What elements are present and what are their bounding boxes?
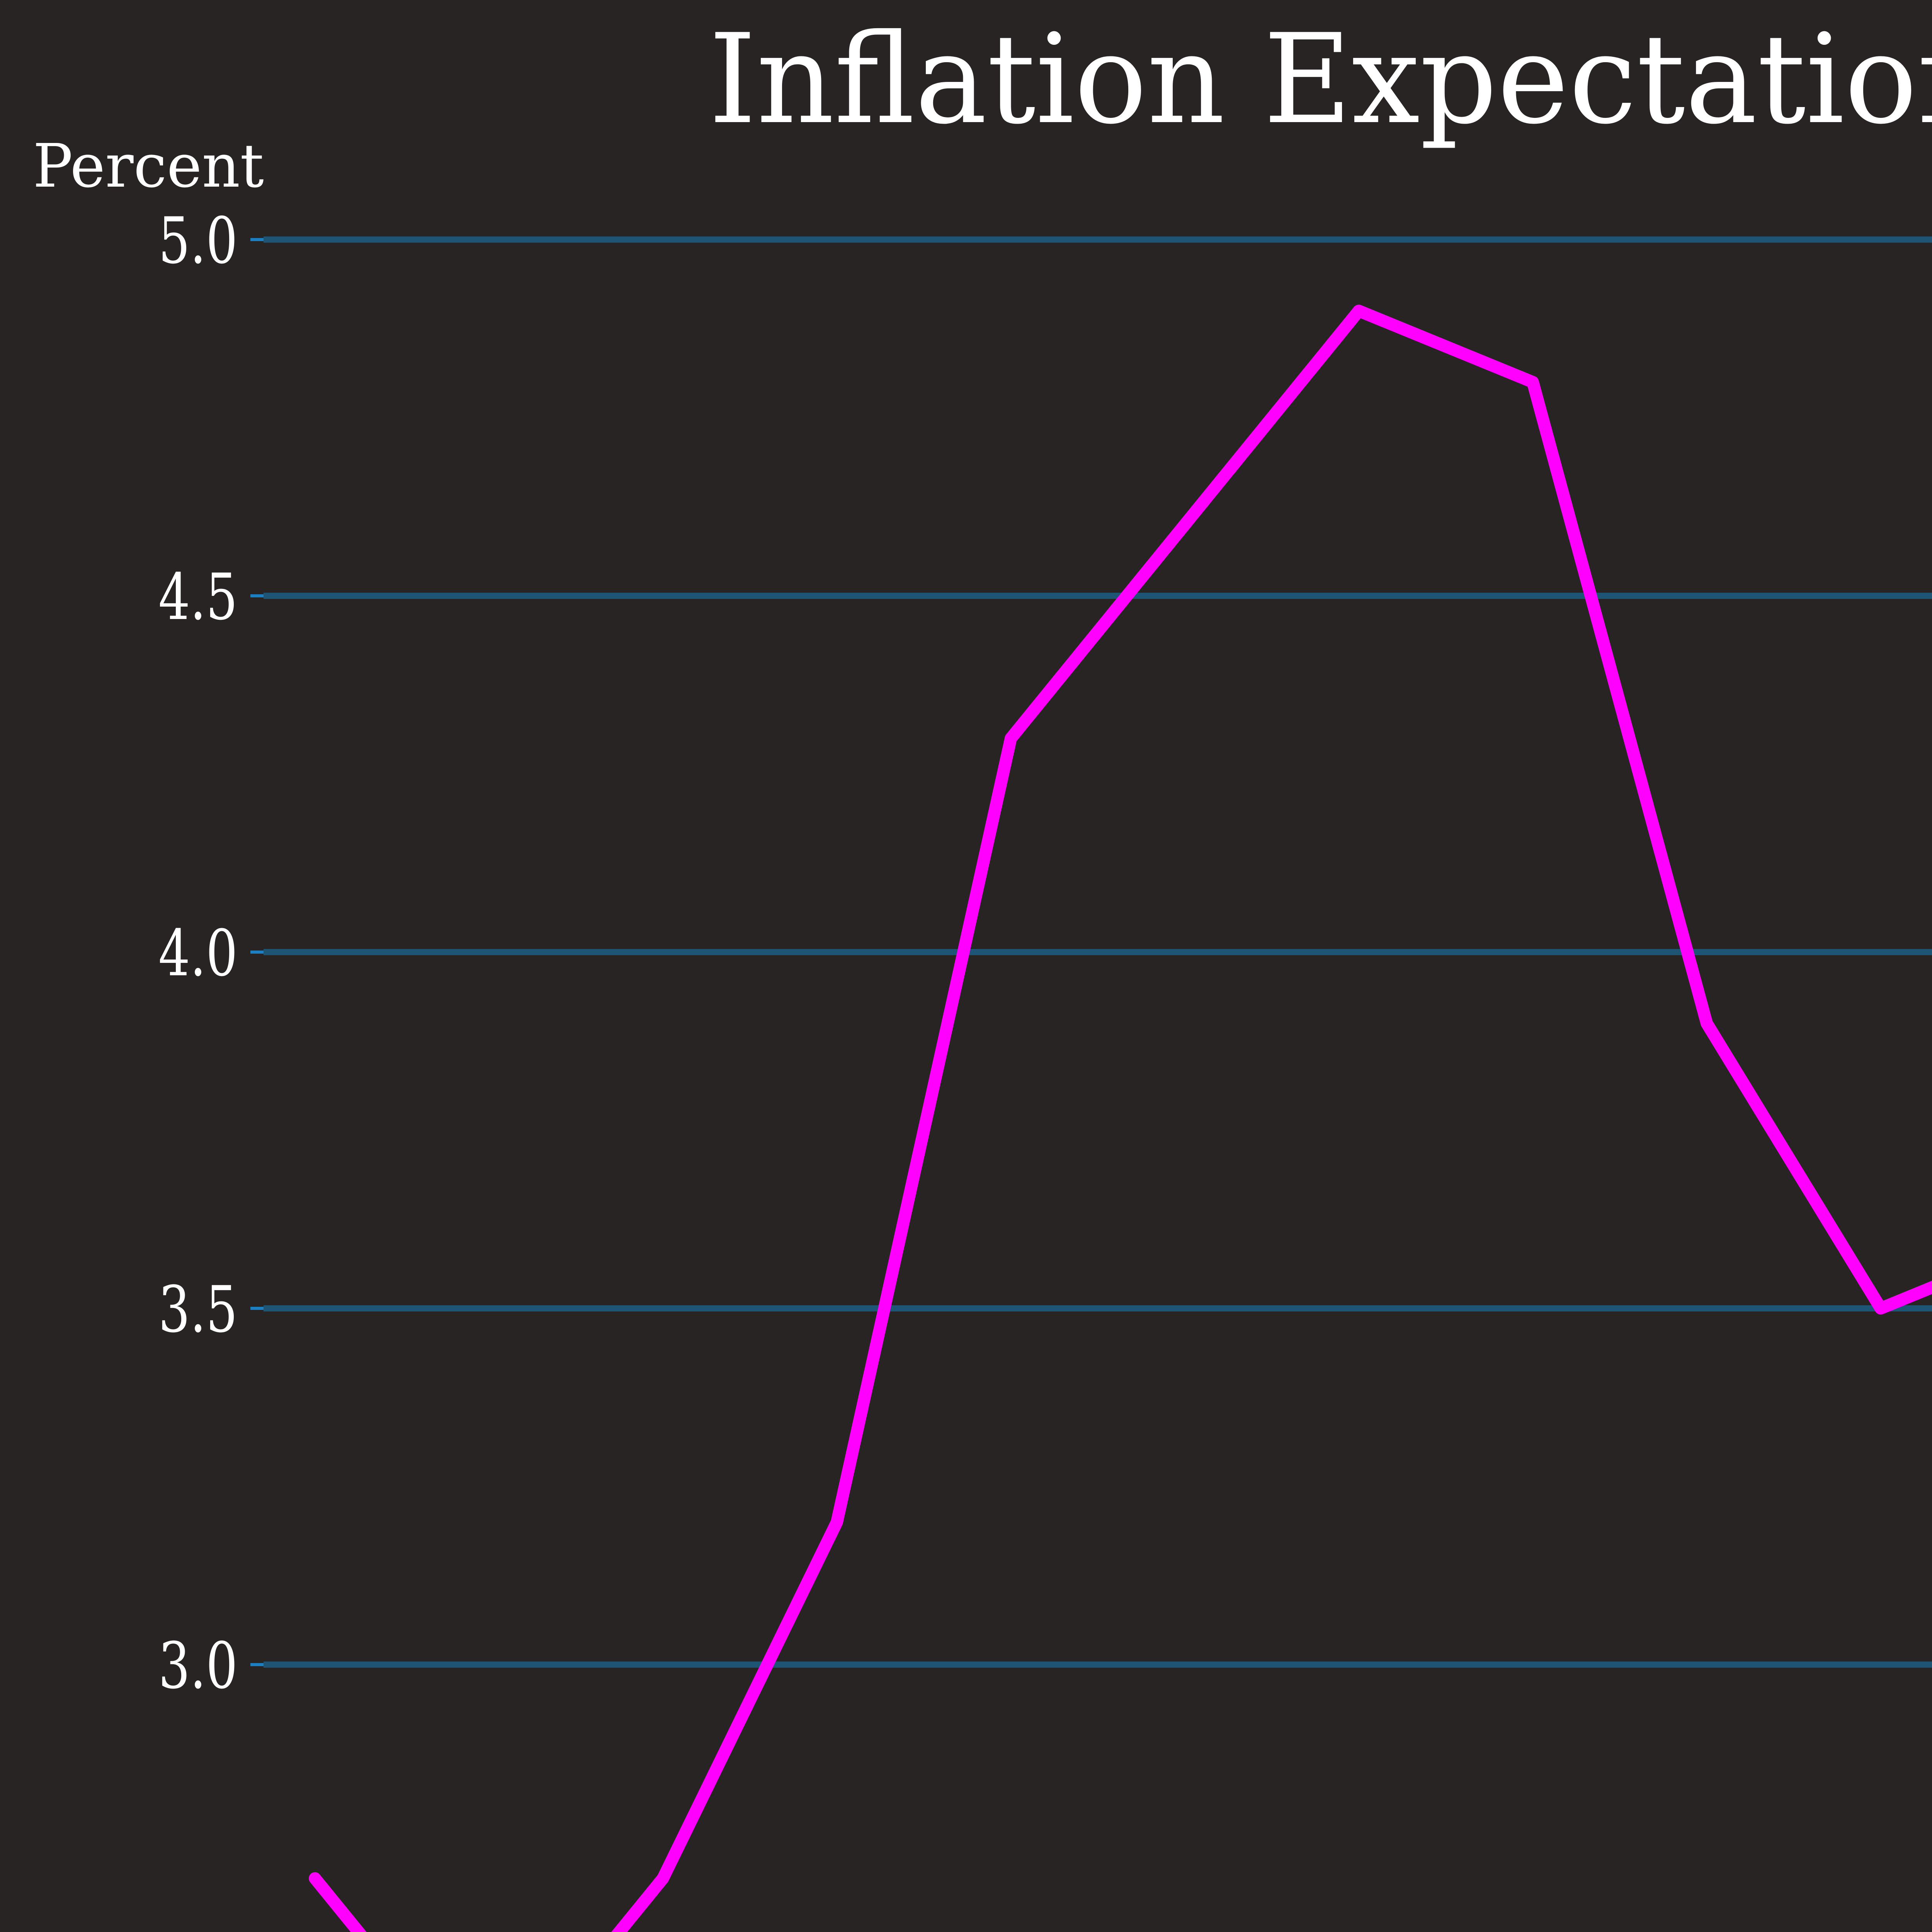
y-tick-label-4.0: 4.0	[158, 916, 238, 990]
chart-title: Inflation Expectations	[709, 8, 1932, 151]
gridline-group	[264, 236, 1932, 1668]
y-tick-mark-group	[250, 238, 264, 1666]
y-tick-label-group: 5.04.54.03.53.02.5	[158, 204, 238, 1703]
inflation-line-series	[309, 304, 1932, 1932]
y-axis-title: Percent	[33, 131, 264, 201]
y-tick-label-3.5: 3.5	[158, 1272, 238, 1347]
y-tick-label-3.0: 3.0	[158, 1629, 238, 1703]
y-tick-label-4.5: 4.5	[158, 560, 238, 634]
y-tick-label-5.0: 5.0	[158, 204, 238, 278]
